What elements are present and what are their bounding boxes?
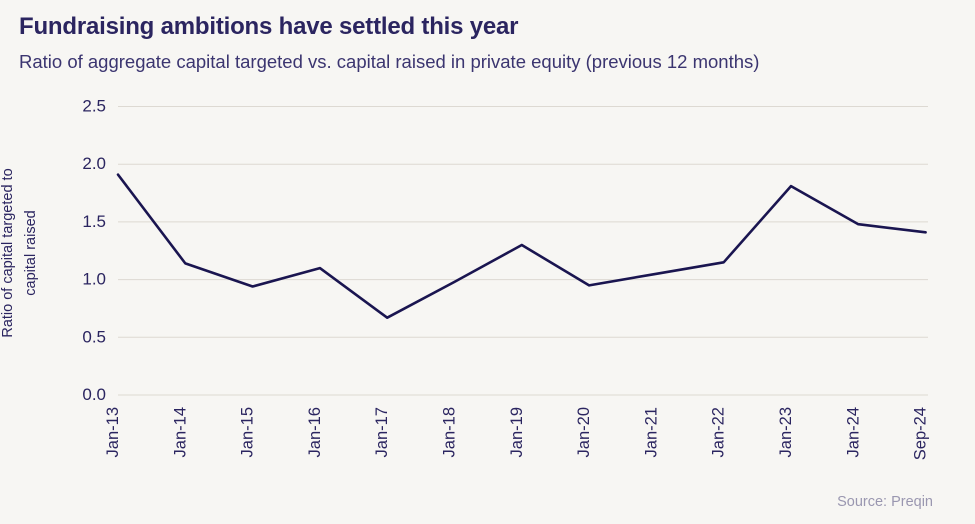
svg-text:Ratio of capital targeted to: Ratio of capital targeted to [0, 168, 16, 337]
svg-text:Jan-19: Jan-19 [508, 407, 526, 457]
svg-text:2.5: 2.5 [82, 97, 106, 116]
svg-text:Jan-17: Jan-17 [373, 407, 391, 457]
svg-text:2.0: 2.0 [82, 154, 106, 173]
svg-text:0.5: 0.5 [82, 327, 106, 346]
svg-text:Jan-13: Jan-13 [104, 407, 122, 457]
svg-text:Jan-24: Jan-24 [844, 407, 862, 457]
svg-text:1.5: 1.5 [82, 212, 106, 231]
svg-text:Sep-24: Sep-24 [912, 407, 930, 460]
svg-text:Jan-20: Jan-20 [575, 407, 593, 457]
svg-text:Jan-15: Jan-15 [239, 407, 257, 457]
svg-text:capital raised: capital raised [23, 210, 39, 295]
svg-text:Jan-21: Jan-21 [642, 407, 660, 457]
svg-text:Jan-22: Jan-22 [710, 407, 728, 457]
svg-text:Jan-14: Jan-14 [171, 407, 189, 457]
svg-text:Jan-16: Jan-16 [306, 407, 324, 457]
svg-text:1.0: 1.0 [82, 270, 106, 289]
svg-text:0.0: 0.0 [82, 385, 106, 404]
svg-text:Jan-18: Jan-18 [441, 407, 459, 457]
svg-text:Jan-23: Jan-23 [777, 407, 795, 457]
